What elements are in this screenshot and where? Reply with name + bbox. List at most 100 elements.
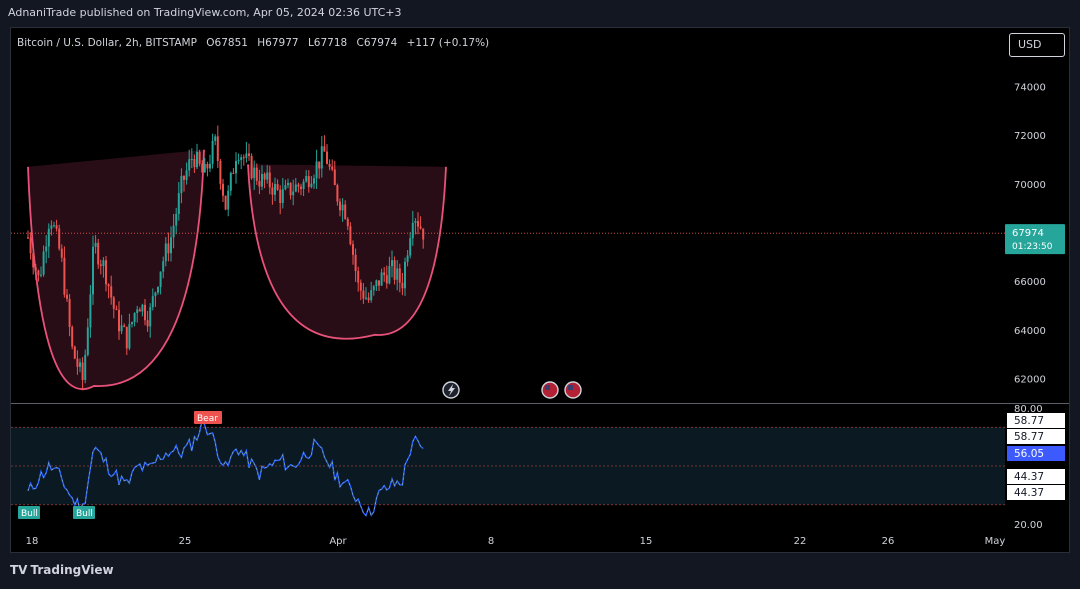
candle-up-body[interactable]: [229, 172, 232, 191]
candle-up-body[interactable]: [409, 238, 412, 256]
candle-down-body[interactable]: [385, 275, 388, 284]
candle-up-body[interactable]: [102, 260, 105, 267]
candle-down-body[interactable]: [417, 221, 419, 227]
lightning-icon[interactable]: [442, 381, 460, 399]
candle-down-body[interactable]: [81, 362, 84, 381]
candle-down-body[interactable]: [422, 228, 425, 240]
candle-up-body[interactable]: [185, 170, 188, 180]
candle-down-body[interactable]: [63, 257, 66, 295]
candle-down-body[interactable]: [248, 153, 250, 156]
candle-up-body[interactable]: [315, 161, 318, 179]
candle-up-body[interactable]: [94, 242, 97, 247]
candle-down-body[interactable]: [263, 173, 266, 180]
candle-down-body[interactable]: [110, 286, 113, 298]
candle-down-body[interactable]: [346, 218, 349, 227]
candle-down-body[interactable]: [349, 226, 352, 245]
candle-up-body[interactable]: [406, 255, 409, 262]
candle-down-body[interactable]: [58, 228, 61, 249]
candle-down-body[interactable]: [326, 151, 328, 164]
candle-down-body[interactable]: [307, 176, 310, 188]
candle-down-body[interactable]: [105, 260, 107, 285]
candle-down-body[interactable]: [68, 298, 71, 327]
candle-down-body[interactable]: [289, 182, 292, 196]
candle-down-body[interactable]: [318, 161, 321, 169]
candle-up-body[interactable]: [92, 246, 94, 295]
candle-up-body[interactable]: [170, 237, 172, 254]
candle-down-body[interactable]: [336, 185, 339, 202]
candle-down-body[interactable]: [357, 271, 360, 283]
candle-down-body[interactable]: [97, 242, 100, 265]
candle-down-body[interactable]: [339, 201, 341, 211]
candle-down-body[interactable]: [55, 225, 58, 229]
candle-up-body[interactable]: [211, 140, 214, 164]
candle-up-body[interactable]: [341, 204, 344, 211]
candle-up-body[interactable]: [313, 178, 315, 184]
candle-up-body[interactable]: [50, 225, 53, 229]
candle-down-body[interactable]: [323, 146, 326, 152]
candle-up-body[interactable]: [180, 176, 183, 194]
candle-up-body[interactable]: [120, 325, 123, 332]
candle-down-body[interactable]: [125, 326, 128, 349]
candle-down-body[interactable]: [300, 186, 302, 189]
candle-down-body[interactable]: [268, 172, 271, 188]
candle-up-body[interactable]: [375, 280, 378, 287]
candle-down-body[interactable]: [206, 163, 209, 169]
candle-up-body[interactable]: [209, 163, 211, 169]
candle-down-body[interactable]: [419, 226, 422, 229]
candle-up-body[interactable]: [136, 309, 139, 314]
candle-up-body[interactable]: [365, 297, 367, 299]
candle-up-body[interactable]: [53, 225, 55, 227]
candle-up-body[interactable]: [154, 292, 157, 297]
candle-down-body[interactable]: [401, 282, 404, 289]
candle-down-body[interactable]: [242, 157, 245, 159]
candle-up-body[interactable]: [151, 296, 154, 308]
candle-up-body[interactable]: [370, 290, 373, 301]
candle-up-body[interactable]: [391, 260, 393, 267]
candle-down-body[interactable]: [66, 294, 68, 299]
candle-up-body[interactable]: [214, 136, 217, 141]
candle-down-body[interactable]: [76, 358, 79, 367]
candle-up-body[interactable]: [79, 362, 81, 367]
candle-down-body[interactable]: [201, 163, 204, 173]
candle-up-body[interactable]: [42, 251, 45, 275]
candle-down-body[interactable]: [271, 187, 274, 195]
candle-up-body[interactable]: [149, 307, 152, 327]
candle-up-body[interactable]: [133, 313, 136, 323]
candle-down-body[interactable]: [29, 237, 32, 254]
candle-up-body[interactable]: [281, 189, 284, 203]
candle-down-body[interactable]: [279, 189, 282, 203]
candle-down-body[interactable]: [198, 151, 201, 164]
candle-down-body[interactable]: [99, 264, 102, 267]
candle-down-body[interactable]: [219, 160, 222, 184]
flag-event-icon[interactable]: [541, 381, 559, 399]
candle-up-body[interactable]: [302, 181, 305, 189]
candle-down-body[interactable]: [123, 325, 126, 327]
candle-up-body[interactable]: [320, 146, 323, 169]
candle-down-body[interactable]: [276, 184, 279, 190]
candle-up-body[interactable]: [188, 159, 191, 171]
candle-up-body[interactable]: [310, 183, 313, 188]
candle-down-body[interactable]: [362, 290, 365, 299]
candle-down-body[interactable]: [354, 254, 357, 272]
candle-up-body[interactable]: [274, 184, 276, 195]
flag-event-icon[interactable]: [564, 381, 582, 399]
tradingview-footer[interactable]: TV TradingView: [10, 563, 114, 577]
candle-up-body[interactable]: [411, 222, 414, 239]
candle-up-body[interactable]: [240, 157, 243, 161]
candle-down-body[interactable]: [138, 309, 141, 312]
candle-up-body[interactable]: [235, 161, 237, 174]
candle-up-body[interactable]: [227, 190, 230, 210]
candle-down-body[interactable]: [71, 326, 74, 347]
candle-up-body[interactable]: [292, 191, 295, 196]
candle-down-body[interactable]: [232, 172, 235, 174]
candle-down-body[interactable]: [144, 304, 146, 321]
candle-down-body[interactable]: [250, 155, 253, 179]
candle-up-body[interactable]: [47, 228, 50, 247]
candle-down-body[interactable]: [216, 136, 219, 161]
candle-down-body[interactable]: [398, 268, 401, 283]
candle-down-body[interactable]: [258, 180, 261, 187]
currency-unit-button[interactable]: USD: [1009, 33, 1065, 57]
candle-up-body[interactable]: [159, 271, 162, 288]
candle-down-body[interactable]: [115, 308, 118, 310]
